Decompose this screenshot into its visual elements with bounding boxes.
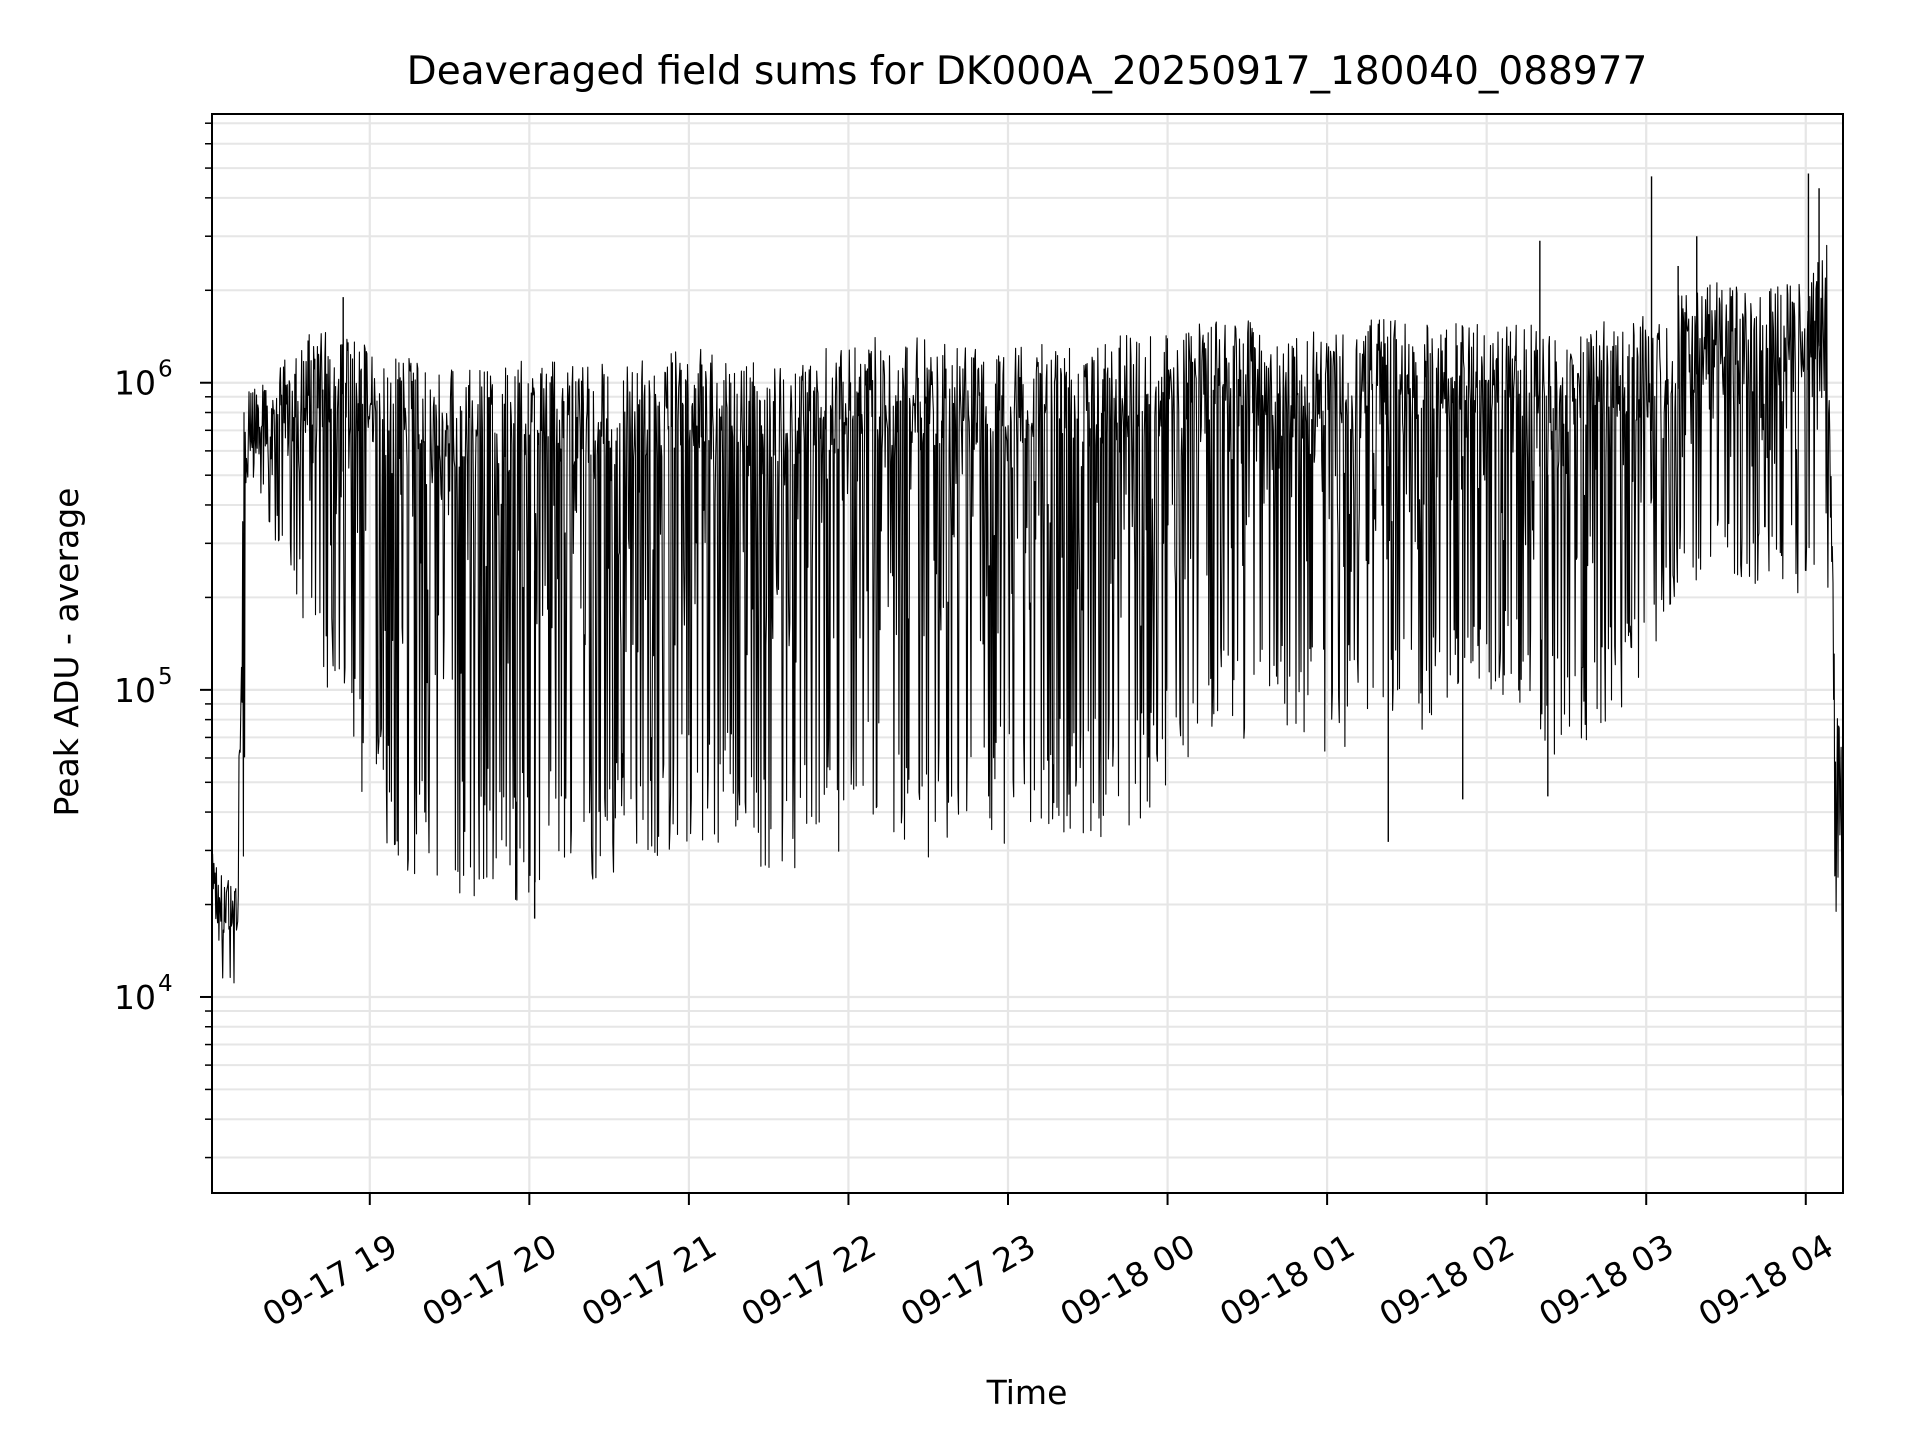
series-line [211, 244, 1844, 1096]
y-axis-label: Peak ADU - average [47, 488, 86, 817]
series-layer [211, 173, 1844, 1096]
y-tick-label: 10 [114, 364, 156, 403]
x-axis-label: Time [986, 1373, 1068, 1412]
y-tick-exponent: 6 [158, 357, 173, 383]
y-tick-label: 10 [114, 671, 156, 710]
plot-frame [211, 113, 1844, 1194]
y-tick-label: 10 [114, 978, 156, 1017]
chart-title: Deaveraged field sums for DK000A_2025091… [407, 49, 1648, 94]
y-tick-exponent: 5 [158, 664, 173, 690]
y-tick-exponent: 4 [158, 971, 173, 997]
